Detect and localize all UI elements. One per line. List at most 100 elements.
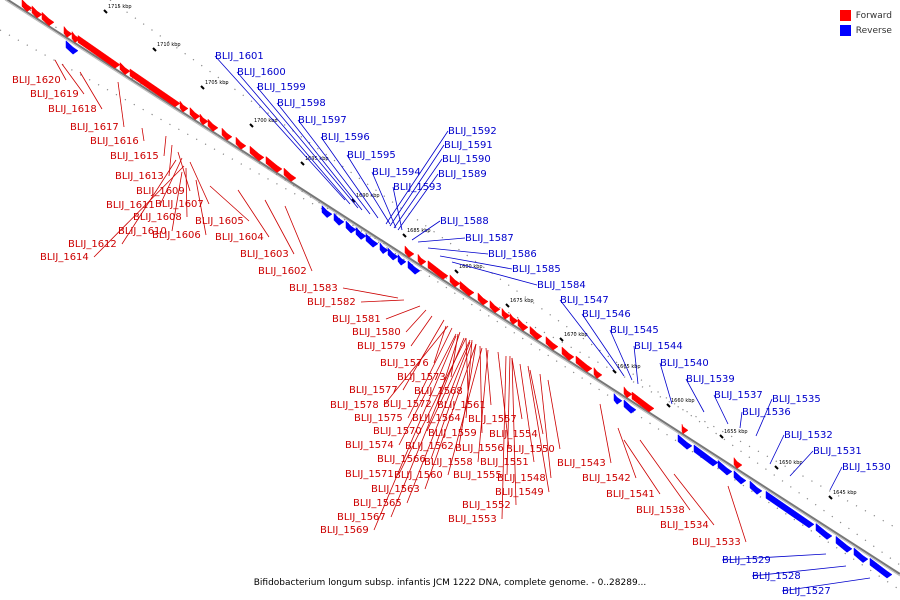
forward-leader-line [527, 365, 550, 493]
forward-leader-line [79, 71, 103, 110]
forward-gene-block [631, 391, 655, 413]
forward-gene-block [575, 355, 593, 373]
forward-gene-label: BLIJ_1549 [495, 487, 544, 498]
forward-gene-label: BLIJ_1583 [289, 283, 338, 294]
forward-gene-block [207, 118, 219, 132]
forward-leader-line [501, 355, 507, 520]
forward-leader-line [209, 185, 250, 222]
forward-leader-line [433, 325, 447, 364]
reverse-gene-label: BLIJ_1537 [714, 390, 763, 401]
scale-tick-mark [828, 495, 833, 500]
reverse-gene-label: BLIJ_1594 [372, 167, 421, 178]
forward-gene-label: BLIJ_1616 [90, 136, 139, 147]
forward-gene-block [561, 346, 575, 361]
reverse-gene-block [333, 212, 345, 226]
reverse-gene-label: BLIJ_1532 [784, 430, 833, 441]
forward-leader-line [185, 167, 188, 218]
forward-gene-label: BLIJ_1572 [383, 399, 432, 410]
scale-tick-label: 1675 kbp [510, 298, 534, 304]
forward-leader-line [485, 347, 492, 406]
forward-gene-label: BLIJ_1558 [424, 457, 473, 468]
forward-gene-label: BLIJ_1603 [240, 249, 289, 260]
forward-leader-line [402, 319, 445, 391]
forward-gene-block [221, 127, 233, 141]
forward-gene-label: BLIJ_1602 [258, 266, 307, 277]
reverse-leader-line [385, 130, 449, 225]
forward-gene-label: BLIJ_1617 [70, 122, 119, 133]
forward-leader-line [195, 179, 207, 236]
forward-gene-block [427, 260, 449, 280]
forward-gene-label: BLIJ_1611 [106, 200, 155, 211]
forward-gene-block [593, 366, 603, 379]
forward-gene-label: BLIJ_1565 [353, 498, 402, 509]
forward-leader-line [673, 473, 715, 526]
scale-tick-mark [351, 198, 356, 203]
forward-leader-line [519, 363, 535, 463]
reverse-gene-label: BLIJ_1601 [215, 51, 264, 62]
reverse-leader-line [346, 154, 391, 225]
reverse-swatch [839, 25, 851, 36]
scale-tick-label: 1700 kbp [254, 118, 278, 124]
legend-item-forward: Forward [839, 8, 892, 23]
reverse-gene-block [379, 242, 389, 255]
forward-leader-line [121, 159, 177, 245]
forward-gene-block [179, 100, 189, 113]
reverse-leader-line [781, 577, 871, 592]
forward-leader-line [407, 327, 453, 419]
scale-tick-label: 1685 kbp [407, 228, 431, 234]
forward-gene-block [517, 318, 529, 332]
reverse-leader-line [389, 144, 445, 227]
forward-leader-line [447, 347, 483, 476]
reverse-gene-label: BLIJ_1535 [772, 394, 821, 405]
forward-gene-label: BLIJ_1615 [110, 151, 159, 162]
forward-gene-block [501, 307, 511, 320]
reverse-leader-line [769, 434, 785, 465]
reverse-leader-line [659, 362, 673, 405]
reverse-gene-block [407, 260, 421, 275]
reverse-gene-label: BLIJ_1599 [257, 82, 306, 93]
forward-gene-block [31, 5, 43, 19]
scale-tick-label: 1670 kbp [564, 332, 588, 338]
scale-tick-mark [719, 434, 724, 439]
reverse-gene-label: BLIJ_1531 [813, 446, 862, 457]
reverse-gene-label: BLIJ_1586 [488, 249, 537, 260]
forward-gene-label: BLIJ_1577 [349, 385, 398, 396]
forward-gene-label: BLIJ_1551 [480, 457, 529, 468]
forward-gene-label: BLIJ_1552 [462, 500, 511, 511]
reverse-leader-line [739, 411, 743, 429]
reverse-leader-line [751, 565, 847, 577]
legend-reverse-label: Reverse [855, 25, 892, 36]
forward-leader-line [383, 325, 449, 406]
forward-gene-label: BLIJ_1563 [371, 484, 420, 495]
forward-gene-label: BLIJ_1562 [405, 441, 454, 452]
forward-leader-line [506, 355, 511, 476]
forward-gene-label: BLIJ_1574 [345, 440, 394, 451]
forward-gene-block [21, 0, 33, 12]
scale-tick-mark [505, 303, 510, 308]
dotted-track [0, 29, 900, 531]
forward-gene-label: BLIJ_1608 [133, 212, 182, 223]
reverse-leader-line [439, 255, 513, 270]
forward-leader-line [511, 357, 523, 420]
reverse-leader-line [721, 553, 827, 561]
forward-leader-line [458, 343, 477, 447]
forward-gene-block [459, 280, 475, 297]
scale-tick-label: 1710 kbp [157, 42, 181, 48]
reverse-gene-block [765, 490, 815, 529]
reverse-gene-label: BLIJ_1600 [237, 67, 286, 78]
reverse-leader-line [609, 329, 633, 381]
reverse-gene-label: BLIJ_1591 [444, 140, 493, 151]
scale-tick-mark [559, 337, 564, 342]
reverse-gene-block [365, 233, 379, 248]
reverse-leader-line [371, 171, 397, 229]
forward-leader-line [599, 403, 612, 464]
reverse-leader-line [755, 398, 773, 437]
forward-gene-label: BLIJ_1613 [115, 171, 164, 182]
reverse-gene-block [321, 204, 333, 218]
reverse-gene-label: BLIJ_1536 [742, 407, 791, 418]
forward-gene-label: BLIJ_1533 [692, 537, 741, 548]
reverse-leader-line [789, 450, 814, 477]
reverse-leader-line [276, 102, 363, 211]
legend-item-reverse: Reverse [839, 23, 892, 38]
forward-leader-line [623, 439, 661, 495]
